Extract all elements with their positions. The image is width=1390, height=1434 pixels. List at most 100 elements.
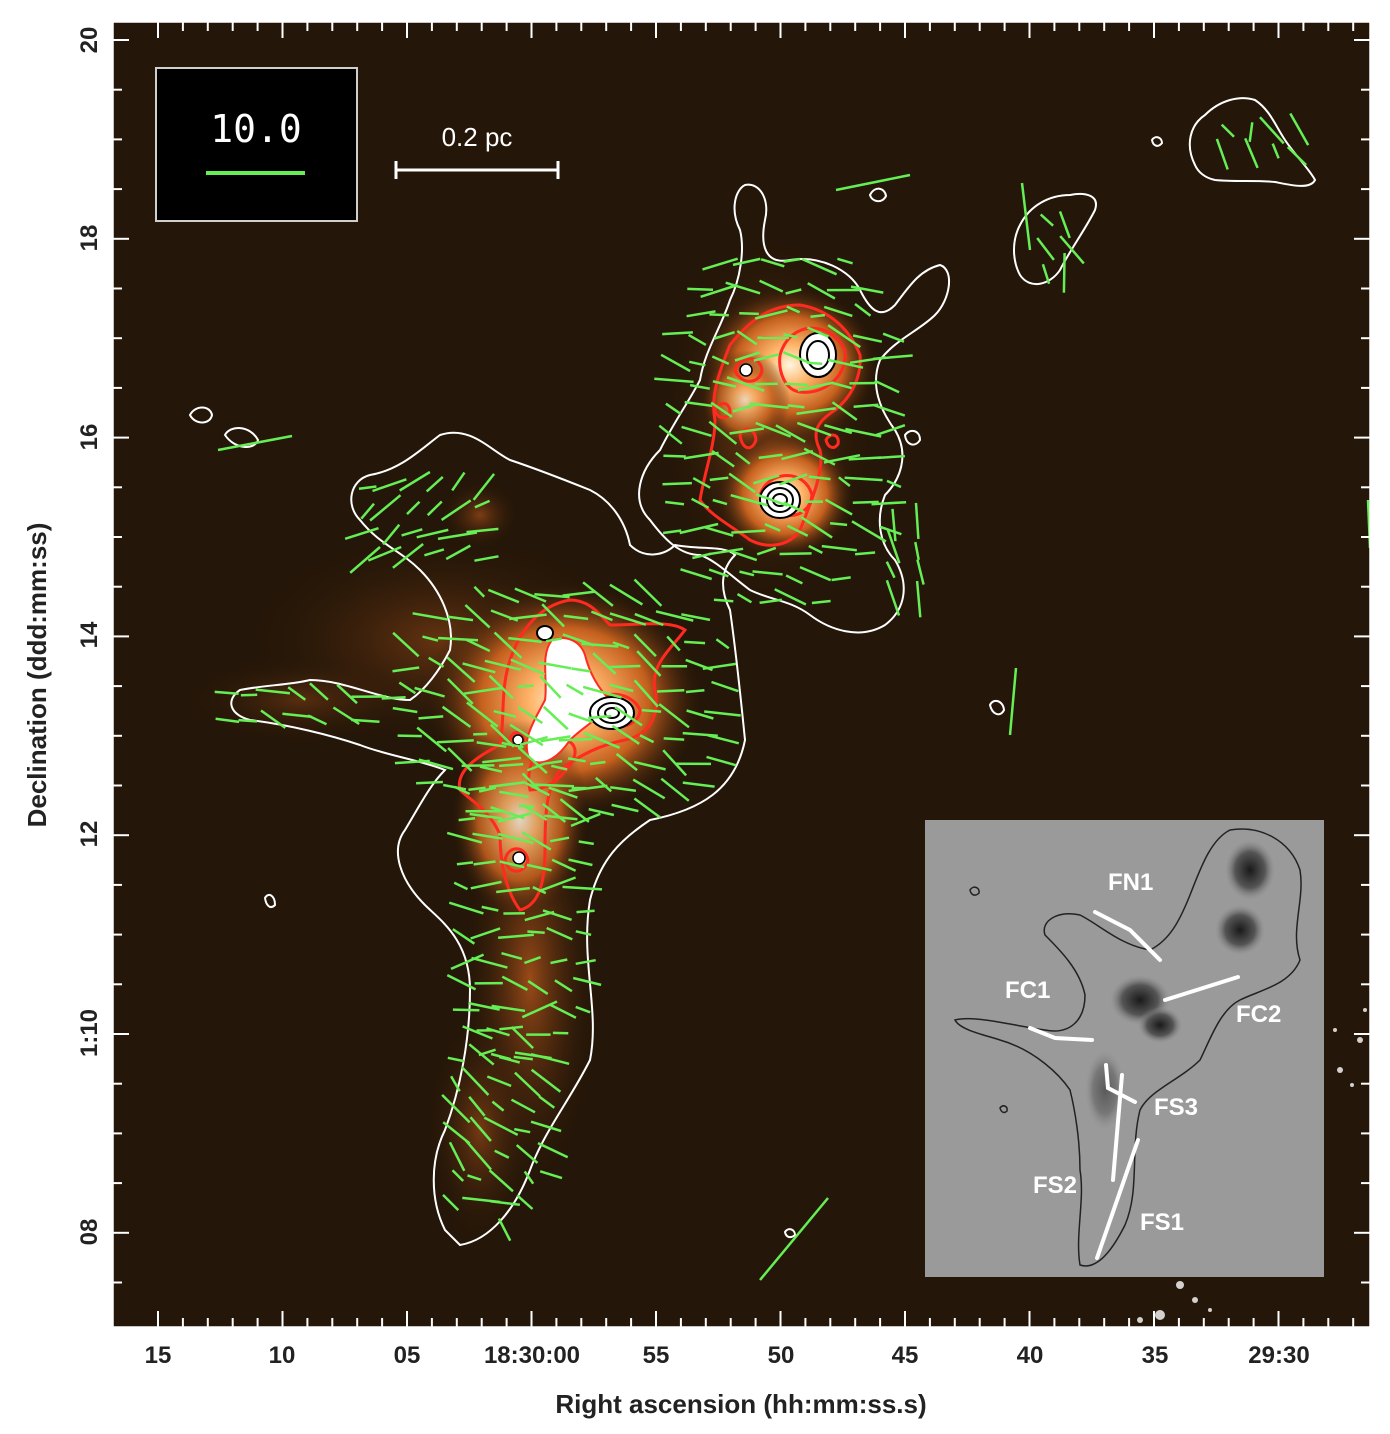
polarization-vector — [452, 1008, 480, 1012]
polarization-vector — [824, 423, 853, 435]
polarization-vector — [639, 734, 655, 744]
polarization-vector — [540, 735, 571, 743]
polarization-vector — [367, 545, 402, 562]
polarization-vector — [851, 520, 887, 543]
polarization-vector — [446, 656, 476, 683]
polarization-vector — [687, 287, 714, 291]
polarization-vector — [731, 529, 766, 534]
polarization-vector — [782, 501, 805, 514]
polarization-vector — [837, 257, 853, 265]
polarization-vector — [468, 1043, 495, 1066]
polarization-vector — [885, 579, 901, 616]
polarization-vector — [759, 1197, 829, 1281]
polarization-vector — [706, 755, 737, 767]
polarization-vector — [797, 381, 835, 392]
inset-label-fs2: FS2 — [1033, 1172, 1077, 1199]
polarization-vector — [418, 758, 454, 771]
polarization-vector — [914, 502, 920, 539]
polarization-vector — [519, 735, 548, 747]
polarization-vector — [810, 313, 826, 318]
polarization-vector — [494, 1149, 510, 1159]
polarization-vector — [779, 552, 812, 556]
polarization-vector — [845, 427, 882, 438]
polarization-vector — [406, 500, 421, 515]
polarization-vector — [474, 555, 499, 562]
polarization-vector — [782, 351, 811, 365]
polarization-vector — [452, 928, 476, 945]
polarization-vector — [663, 737, 685, 741]
polarization-vector — [882, 332, 905, 343]
polarization-vector — [418, 715, 444, 720]
polarization-vector — [713, 598, 734, 603]
polarization-vector — [784, 382, 809, 387]
polarization-vector — [442, 1121, 471, 1145]
polarization-vector — [514, 1127, 531, 1134]
polarization-vector — [759, 598, 783, 605]
polarization-vector — [309, 682, 329, 701]
polarization-vector — [739, 312, 759, 316]
polarization-vector — [687, 333, 707, 346]
polarization-vector — [711, 355, 730, 366]
polarization-vector — [589, 760, 606, 766]
polarization-vector — [570, 812, 601, 828]
polarization-vector — [551, 764, 568, 771]
polarization-vector — [850, 285, 884, 294]
polarization-vector — [708, 547, 744, 556]
polarization-vector — [428, 656, 445, 668]
polarization-vector — [1259, 116, 1285, 145]
polarization-vector — [823, 305, 853, 318]
polarization-vector — [416, 780, 443, 785]
polarization-vector — [886, 479, 902, 489]
polarization-vector — [215, 717, 240, 724]
polarization-vector — [707, 734, 740, 745]
x-tick-label: 18:30:00 — [484, 1342, 580, 1369]
polarization-vector — [633, 797, 662, 819]
polarization-vector — [702, 257, 739, 271]
polarization-vector — [461, 1066, 490, 1096]
polarization-vector — [392, 631, 420, 658]
polarization-vector — [708, 568, 729, 578]
polarization-vector — [829, 522, 848, 527]
polarization-vector — [915, 580, 922, 618]
polarization-vector — [392, 666, 420, 673]
polarization-vector — [401, 528, 423, 537]
polarization-vector — [700, 283, 738, 298]
polarization-vector — [468, 1001, 500, 1011]
polarization-vector — [464, 1139, 492, 1171]
polarization-vector — [499, 790, 529, 799]
polarization-vector — [680, 568, 713, 581]
polarization-vector — [468, 786, 486, 791]
polarization-vector — [827, 324, 862, 349]
polarization-vector — [785, 574, 803, 585]
polarization-vector — [636, 650, 662, 677]
polarization-vector — [446, 973, 477, 991]
polarization-vector — [811, 599, 831, 605]
polarization-vector — [759, 279, 784, 293]
polarization-vector — [571, 667, 591, 673]
polarization-vector — [755, 421, 792, 438]
polarization-vector — [662, 529, 682, 535]
polarization-vector — [615, 752, 638, 772]
polarization-vector — [632, 778, 666, 800]
polarization-vector — [800, 516, 833, 539]
polarization-vector — [551, 858, 577, 872]
polarization-vector — [760, 258, 785, 268]
polarization-vector — [372, 478, 407, 493]
polarization-vector — [517, 746, 548, 775]
polarization-vector — [682, 781, 715, 788]
polarization-vector — [732, 257, 761, 267]
polarization-vector — [491, 1100, 505, 1112]
polarization-vector — [726, 376, 765, 392]
x-tick-label: 05 — [394, 1342, 421, 1369]
polarization-vector — [824, 498, 853, 516]
polarization-vector — [425, 475, 444, 493]
polarization-vector — [526, 863, 552, 872]
polarization-vector — [509, 613, 547, 621]
polarization-vector — [542, 705, 569, 731]
polarization-vector — [755, 493, 788, 507]
y-tick-label: 08 — [76, 1219, 103, 1246]
polarization-vector — [1020, 182, 1032, 251]
polarization-vector — [754, 309, 788, 320]
polarization-vector — [710, 401, 733, 418]
y-tick-label: 20 — [76, 27, 103, 54]
